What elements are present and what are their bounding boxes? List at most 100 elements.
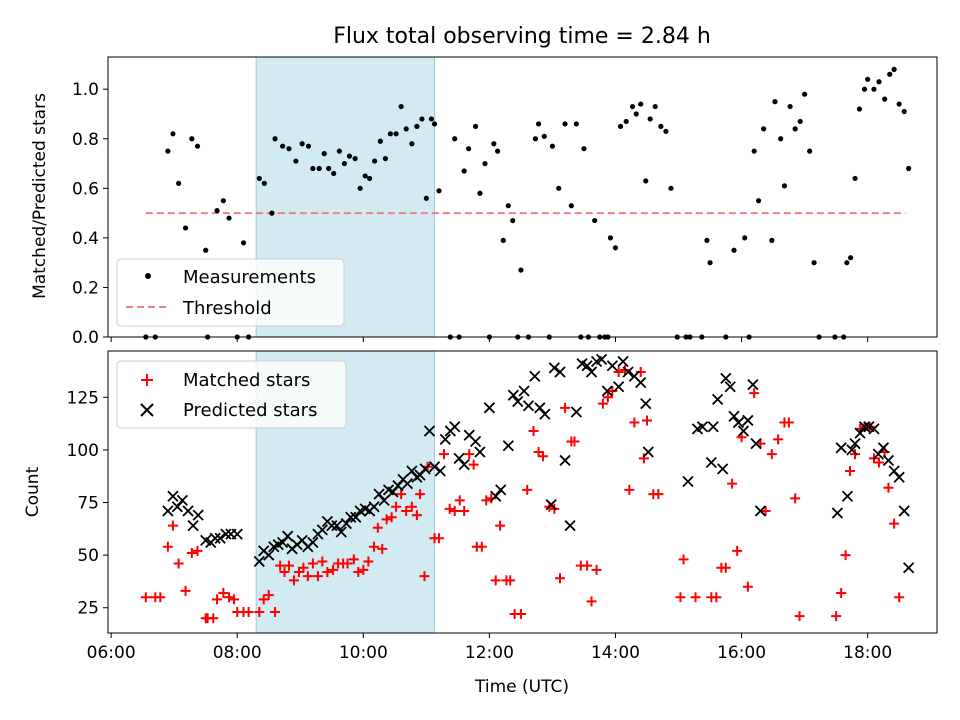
measurement-point (787, 103, 793, 110)
measurement-point (617, 123, 624, 129)
matched-star-point (342, 558, 353, 569)
matched-star-point (638, 453, 649, 464)
measurement-point (811, 260, 817, 266)
top-y-ticks: 0.0 0.2 0.4 0.6 0.8 1.0 (72, 80, 108, 348)
predicted-star-point (707, 421, 719, 433)
matched-star-point (845, 465, 856, 476)
measurement-point (781, 183, 788, 189)
matched-star-point (391, 501, 402, 512)
measurement-point (203, 247, 209, 253)
matched-star-point (883, 482, 894, 493)
measurement-point (220, 198, 226, 204)
matched-star-point (449, 505, 460, 516)
predicted-star-point (747, 379, 759, 391)
measurement-point (896, 101, 902, 107)
predicted-star-point (545, 498, 557, 511)
measurement-point (882, 96, 888, 102)
matched-star-point (155, 592, 166, 603)
matched-star-point (369, 541, 380, 552)
x-tick-label: 14:00 (591, 643, 640, 663)
measurement-point (505, 203, 511, 209)
matched-star-point (358, 564, 369, 575)
measurement-point (299, 141, 305, 147)
measurement-point (310, 165, 316, 172)
predicted-star-point (423, 425, 436, 437)
predicted-star-point (331, 520, 343, 532)
measurement-point (556, 185, 562, 191)
predicted-star-point (705, 456, 717, 469)
measurement-point (240, 240, 247, 246)
predicted-star-point (581, 360, 593, 372)
legend-predicted-label: Predicted stars (183, 400, 317, 421)
matched-star-point (624, 484, 635, 495)
matched-star-point (586, 596, 597, 607)
predicted-star-point (231, 528, 243, 540)
measurement-point (393, 131, 399, 137)
predicted-star-point (570, 406, 583, 418)
predicted-star-point (893, 471, 905, 483)
matched-star-point (653, 489, 664, 500)
measurement-point (755, 198, 762, 204)
predicted-star-point (182, 505, 194, 517)
matched-star-point (283, 560, 294, 571)
matched-star-point (528, 425, 539, 436)
measurement-point (431, 121, 438, 127)
matched-star-point (840, 550, 851, 561)
predicted-star-point (167, 490, 179, 502)
measurement-point (581, 146, 587, 152)
measurement-point (170, 131, 176, 137)
matched-star-point (162, 541, 173, 552)
measurement-point (658, 123, 664, 129)
predicted-star-point (162, 505, 174, 517)
matched-star-point (192, 545, 203, 556)
predicted-star-point (696, 421, 709, 433)
predicted-star-point (176, 494, 189, 507)
legend-threshold-label: Threshold (182, 298, 272, 319)
measurement-point (751, 148, 757, 154)
legend-predicted-marker (140, 403, 154, 417)
matched-star-point (783, 417, 794, 428)
x-axis-label: Time (UTC) (474, 677, 569, 697)
matched-star-point (275, 560, 286, 571)
matched-star-point (386, 512, 397, 523)
measurement-point (214, 208, 220, 214)
measurement-point (331, 170, 337, 177)
matched-star-point (597, 398, 608, 409)
top-legend-box (116, 258, 345, 327)
legend-matched-marker (141, 374, 153, 386)
predicted-star-point (835, 442, 847, 454)
matched-star-point (678, 554, 689, 565)
predicted-star-point (449, 421, 461, 433)
predicted-star-point (849, 437, 861, 450)
measurement-point (423, 195, 429, 201)
y-tick-label: 0.2 (72, 278, 99, 298)
predicted-star-point (564, 520, 576, 532)
matched-star-point (727, 478, 738, 489)
matched-star-point (591, 564, 602, 575)
matched-star-point (312, 571, 323, 582)
predicted-star-point (419, 463, 431, 475)
bottom-y-ticks: 25 50 75 100 125 (67, 388, 108, 619)
measurement-point (887, 71, 893, 77)
measurement-point (261, 180, 267, 186)
predicted-star-point (282, 530, 294, 542)
measurement-point (165, 148, 171, 154)
measurement-point (272, 136, 278, 142)
matched-star-point (720, 562, 731, 573)
predicted-star-point (754, 505, 767, 517)
top-x-ticks (110, 337, 869, 342)
predicted-star-point (613, 381, 625, 393)
y-tick-label: 0.8 (72, 130, 99, 150)
predicted-star-point (868, 423, 880, 435)
measurement-point (742, 235, 748, 241)
matched-star-point (642, 415, 653, 426)
measurement-point (802, 91, 808, 97)
measurement-point (797, 118, 803, 125)
measurement-point (500, 237, 506, 243)
matched-star-point (831, 611, 842, 622)
top-y-axis-label: Matched/Predicted stars (30, 93, 50, 299)
predicted-star-point (529, 370, 541, 382)
matched-star-point (218, 588, 229, 599)
predicted-star-point (316, 524, 328, 536)
